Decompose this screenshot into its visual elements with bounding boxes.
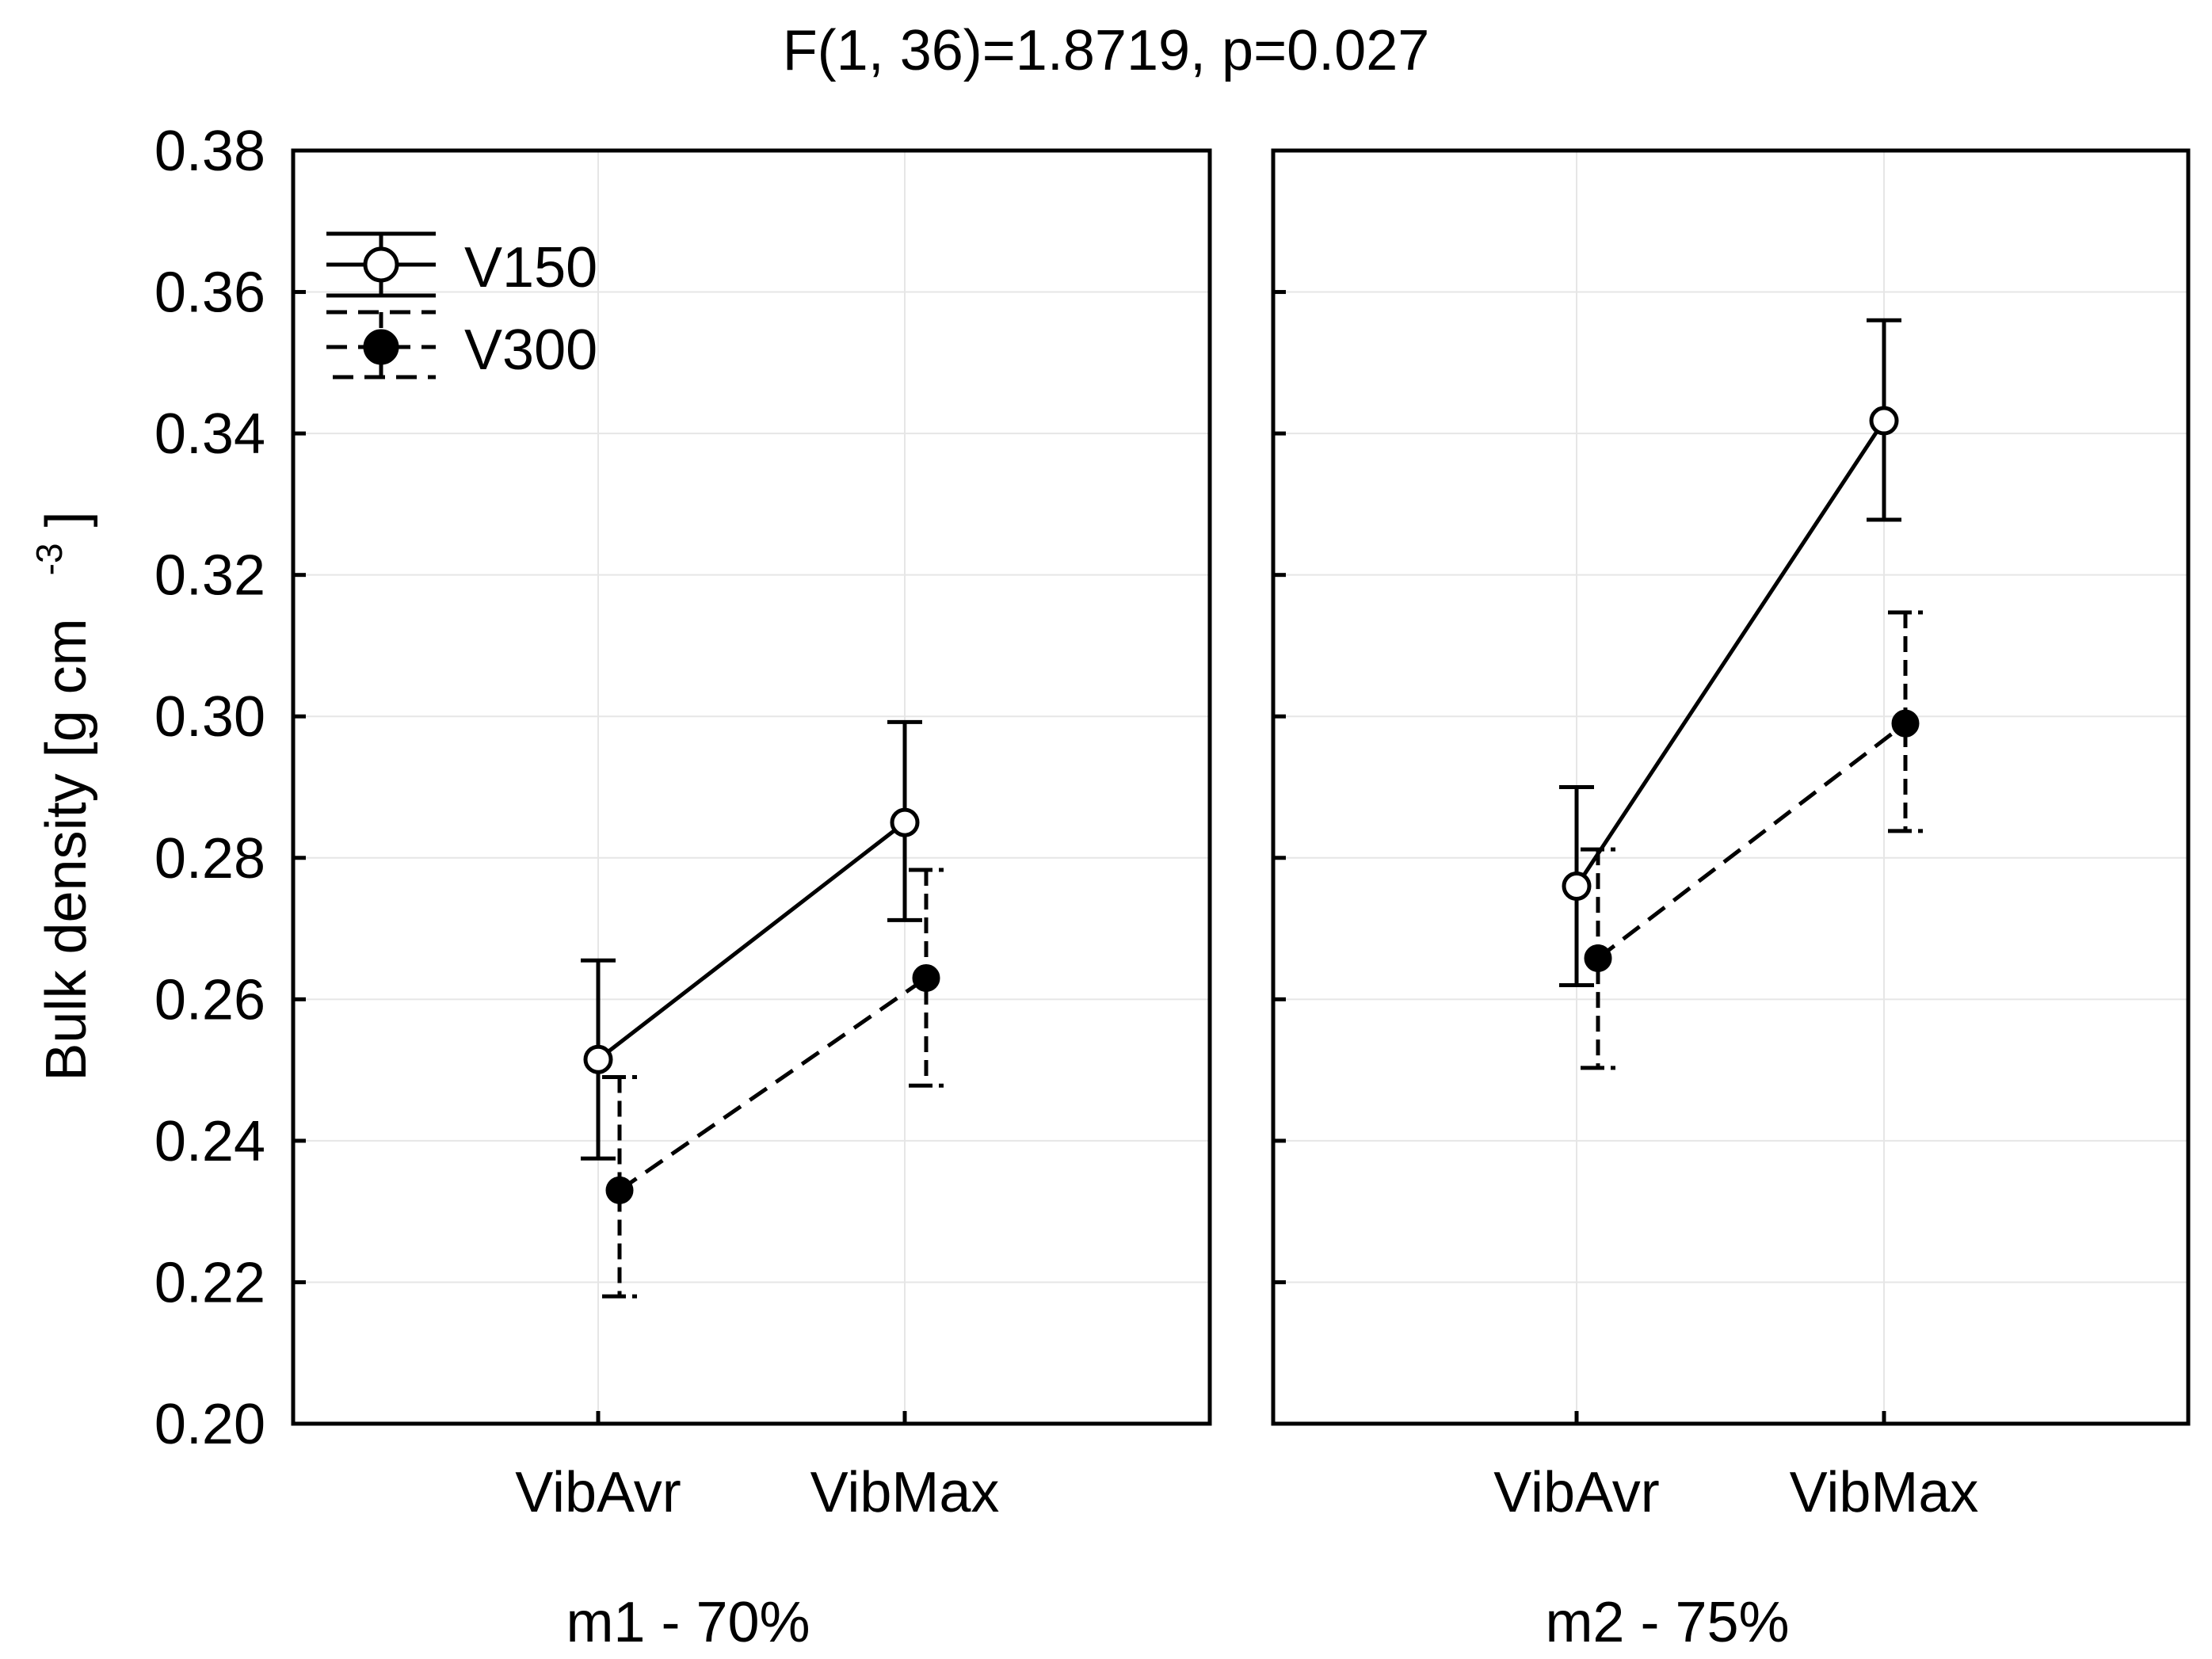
- data-point-v300: [1584, 944, 1612, 973]
- series-line-v300: [1596, 722, 1907, 960]
- tick-layer: [293, 148, 1886, 1426]
- series-layer: [581, 318, 1923, 1299]
- y-axis-label-main: Bulk density [g cm: [35, 618, 98, 1081]
- data-point-v300: [605, 1176, 634, 1204]
- legend: V150 V300: [326, 231, 597, 382]
- data-point-v300: [912, 964, 940, 993]
- y-tick-label: 0.20: [154, 1393, 265, 1456]
- y-tick-label: 0.36: [154, 261, 265, 325]
- legend-v300-label: V300: [464, 318, 597, 382]
- chart-title: F(1, 36)=1.8719, p=0.027: [783, 19, 1430, 82]
- series-line-v300: [618, 976, 928, 1192]
- y-tick-label: 0.22: [154, 1251, 265, 1314]
- series-line-v150: [597, 821, 906, 1062]
- x-tick-label: VibMax: [810, 1461, 1000, 1524]
- y-tick-label: 0.32: [154, 544, 265, 608]
- panel-frames: [291, 148, 2191, 1426]
- legend-v150-marker: [363, 246, 399, 283]
- y-tick-label: 0.34: [154, 402, 265, 466]
- panel-label: m2 - 75%: [1545, 1591, 1789, 1654]
- y-axis-label-close: ]: [35, 511, 98, 527]
- y-tick-label: 0.26: [154, 968, 265, 1032]
- y-tick-label: 0.28: [154, 827, 265, 891]
- x-tick-label: VibAvr: [1493, 1461, 1659, 1524]
- data-point-v150: [1562, 871, 1592, 901]
- panel-frame: [1271, 148, 2191, 1426]
- y-tick-label: 0.24: [154, 1110, 265, 1173]
- data-point-v150: [1869, 406, 1899, 436]
- y-axis-label: Bulk density [g cm -3 ]: [11, 511, 98, 1081]
- data-point-v150: [583, 1044, 613, 1074]
- x-tick-label: VibAvr: [515, 1461, 681, 1524]
- x-tick-label: VibMax: [1790, 1461, 1979, 1524]
- data-point-v300: [1891, 709, 1920, 738]
- data-point-v150: [890, 807, 920, 837]
- panel-label: m1 - 70%: [566, 1591, 810, 1654]
- y-axis-label-superscript: -3: [29, 543, 70, 575]
- y-tick-label: 0.38: [154, 120, 265, 183]
- label-layer: VibAvr VibMax m1 - 70% VibAvr VibMax m2 - 75%…: [154, 120, 1979, 1654]
- legend-v300-marker: [363, 329, 399, 365]
- series-line-v150: [1574, 419, 1886, 887]
- y-tick-label: 0.30: [154, 685, 265, 749]
- panel-frame: [291, 148, 1212, 1426]
- legend-v150-label: V150: [464, 236, 597, 299]
